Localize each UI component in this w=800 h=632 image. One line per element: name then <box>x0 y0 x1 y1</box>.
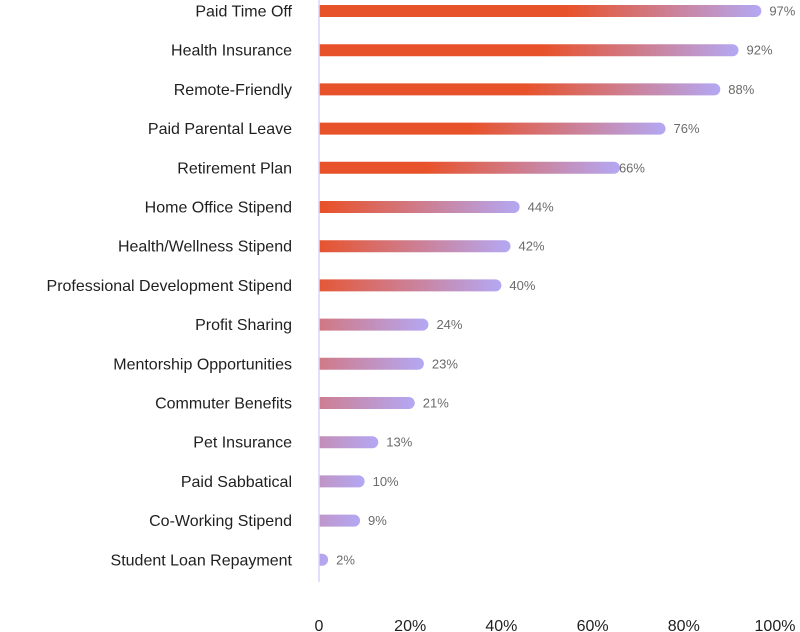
bar <box>319 436 379 449</box>
bar <box>319 201 520 213</box>
value-label: 66% <box>619 160 645 175</box>
x-axis-ticks: 0 20% 40% 60% 80% 100% <box>315 618 796 632</box>
bar <box>319 318 429 331</box>
x-tick-label: 40% <box>485 618 517 632</box>
category-label: Home Office Stipend <box>145 200 292 217</box>
category-label: Commuter Benefits <box>155 396 292 413</box>
category-label: Paid Parental Leave <box>148 121 292 138</box>
value-label: 9% <box>368 513 387 528</box>
category-label: Paid Time Off <box>195 4 292 21</box>
bar <box>319 357 424 370</box>
category-label: Remote-Friendly <box>174 82 292 99</box>
bar <box>319 83 721 96</box>
x-tick-label: 100% <box>755 618 796 632</box>
bar <box>319 161 620 174</box>
bar <box>319 44 739 57</box>
category-label: Health Insurance <box>171 43 292 60</box>
category-label: Retirement Plan <box>177 160 292 177</box>
bars: Paid Time Off 97% Health Insurance 92% Remot… <box>47 4 796 570</box>
bar <box>319 122 666 135</box>
value-label: 23% <box>432 356 458 371</box>
category-label: Mentorship Opportunities <box>113 356 292 373</box>
value-label: 92% <box>747 43 773 58</box>
value-label: 10% <box>373 474 399 489</box>
x-tick-label: 80% <box>668 618 700 632</box>
value-label: 24% <box>436 317 462 332</box>
value-label: 97% <box>769 4 795 19</box>
value-label: 44% <box>528 200 554 215</box>
category-label: Professional Development Stipend <box>47 278 292 295</box>
x-tick-label: 20% <box>394 618 426 632</box>
bar <box>319 553 329 566</box>
category-label: Profit Sharing <box>195 317 292 334</box>
value-label: 42% <box>519 239 545 254</box>
category-label: Paid Sabbatical <box>181 474 292 491</box>
value-label: 21% <box>423 396 449 411</box>
bar <box>319 279 502 292</box>
x-tick-label: 60% <box>577 618 609 632</box>
value-label: 2% <box>336 552 355 567</box>
value-label: 76% <box>674 121 700 136</box>
bar <box>319 475 365 488</box>
category-label: Co-Working Stipend <box>149 513 292 530</box>
value-label: 88% <box>728 82 754 97</box>
bar <box>319 514 361 527</box>
bar <box>319 397 415 409</box>
category-label: Student Loan Repayment <box>111 552 293 569</box>
value-label: 40% <box>509 278 535 293</box>
x-tick-label: 0 <box>315 618 324 632</box>
category-label: Pet Insurance <box>193 435 292 452</box>
bar <box>319 240 511 253</box>
category-label: Health/Wellness Stipend <box>118 239 292 256</box>
value-label: 13% <box>386 435 412 450</box>
bar <box>319 5 762 17</box>
